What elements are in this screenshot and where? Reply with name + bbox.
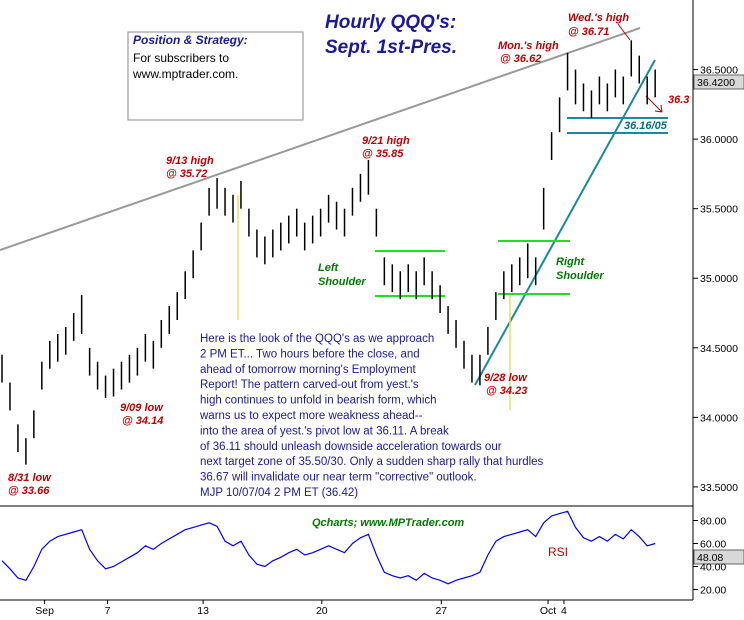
annotation: Left	[318, 262, 340, 274]
x-tick-label: 7	[105, 605, 111, 617]
x-tick-label: 4	[561, 605, 567, 617]
strategy-box	[127, 31, 304, 121]
y-tick-label: 33.5000	[700, 482, 738, 494]
last-price: 36.4200	[697, 77, 735, 89]
y-tick-label: 35.5000	[700, 204, 738, 216]
x-tick-label: 13	[197, 605, 209, 617]
trendline	[0, 27, 641, 251]
y-tick-label: 80.00	[700, 516, 726, 528]
commentary-line: warns us to expect more weakness ahead--	[199, 410, 423, 422]
x-tick-label: Sep	[35, 605, 54, 617]
chart-title: Hourly QQQ's:	[325, 12, 456, 33]
annotation: 9/13 high	[166, 155, 214, 167]
annotation: Right	[556, 256, 585, 268]
box-text: For subscribers to	[133, 51, 229, 65]
chart-title: Sept. 1st-Pres.	[325, 37, 457, 58]
commentary-line: 36.67 will invalidate our near term "cor…	[200, 472, 477, 484]
pointer	[617, 23, 631, 41]
y-tick-label: 34.5000	[700, 343, 738, 355]
commentary-line: 2 PM ET... Two hours before the close, a…	[200, 348, 420, 360]
annotation: @ 36.71	[568, 26, 609, 38]
last-price-box	[693, 74, 744, 90]
y-tick-label: 36.5000	[700, 65, 738, 77]
annotation: Shoulder	[556, 270, 604, 282]
annotation: @ 33.66	[8, 485, 50, 497]
y-tick-label: 35.0000	[700, 273, 738, 285]
box-heading: Position & Strategy:	[133, 33, 248, 47]
commentary-line: ahead of tomorrow morning's Employment	[200, 364, 416, 376]
last-rsi-box	[693, 549, 744, 565]
commentary-line: next target zone of 35.50/30. Only a sud…	[200, 456, 544, 468]
annotation: 36.3	[668, 94, 689, 106]
y-tick-label: 60.00	[700, 539, 726, 551]
annotation: 9/21 high	[362, 135, 410, 147]
last-rsi: 48.08	[697, 552, 723, 564]
commentary-line: high continues to unfold in bearish form…	[200, 395, 437, 407]
annotation: @ 36.62	[500, 53, 541, 65]
rsi-panel	[1, 510, 656, 585]
y-tick-label: 34.0000	[700, 412, 738, 424]
arrow	[645, 95, 663, 113]
annotation: 9/28 low	[484, 372, 528, 384]
y-tick-label: 36.0000	[700, 134, 738, 146]
annotation: @ 35.72	[166, 168, 207, 180]
commentary-line: Here is the look of the QQQ's as we appr…	[200, 333, 434, 345]
annotation: @ 35.85	[362, 148, 404, 160]
rsi-line	[1, 510, 656, 585]
annotation: Wed.'s high	[568, 12, 629, 24]
x-tick-label: 27	[435, 605, 447, 617]
annotation: @ 34.23	[486, 385, 527, 397]
annotation: Mon.'s high	[498, 40, 559, 52]
credit: Qcharts; www.MPTrader.com	[312, 517, 464, 529]
indicator-label: RSI	[548, 545, 568, 559]
annotation: Shoulder	[318, 276, 366, 288]
commentary: Here is the look of the QQQ's as we appr…	[199, 333, 544, 499]
box-text: www.mptrader.com.	[132, 67, 238, 81]
annotation: 36.16/05	[624, 120, 668, 132]
annotation: 8/31 low	[8, 472, 52, 484]
commentary-line: into the area of yest.'s pivot low at 36…	[200, 425, 449, 437]
annotation: @ 34.14	[122, 415, 163, 427]
bars	[1, 40, 656, 465]
annotation: 9/09 low	[120, 402, 164, 414]
commentary-line: of 36.11 should unleash downside acceler…	[200, 441, 502, 453]
x-tick-label: 20	[316, 605, 328, 617]
x-tick-label: Oct	[540, 605, 556, 617]
y-tick-label: 40.00	[700, 562, 726, 574]
commentary-line: Report! The pattern carved-out from yest…	[200, 379, 419, 391]
trendline	[474, 59, 656, 386]
y-tick-label: 20.00	[700, 585, 726, 597]
commentary-line: MJP 10/07/04 2 PM ET (36.42)	[200, 487, 358, 499]
